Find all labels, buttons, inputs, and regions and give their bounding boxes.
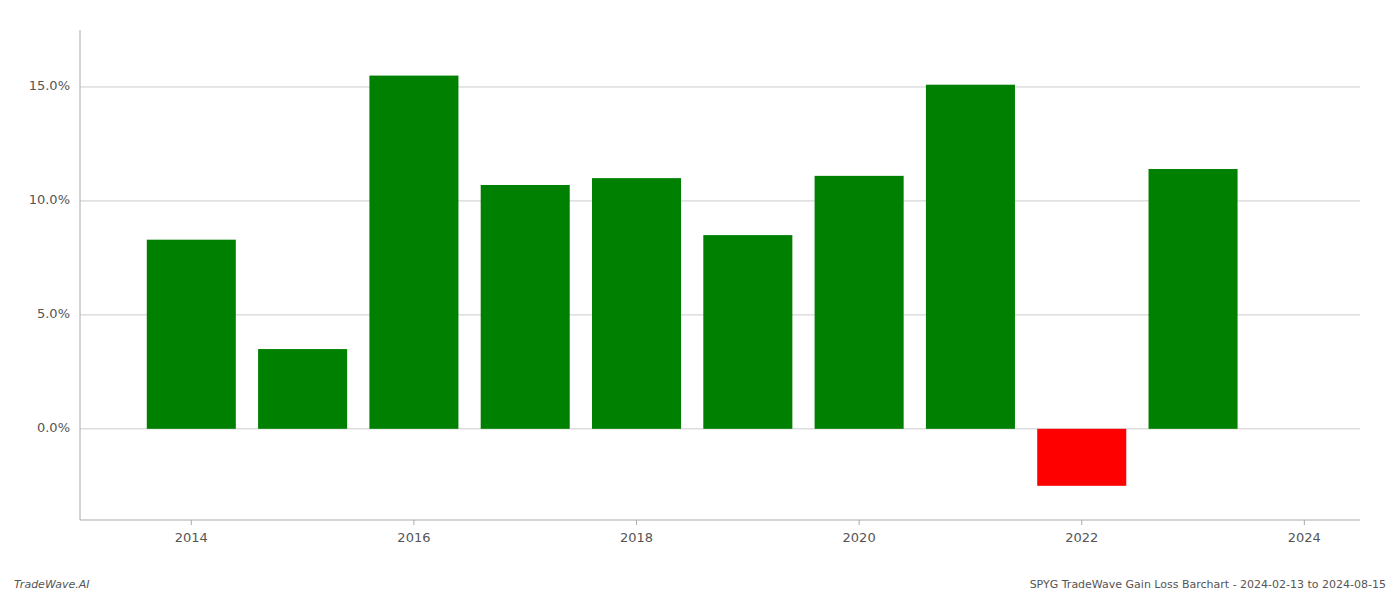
x-tick-label: 2018 — [620, 530, 653, 545]
x-tick-label: 2022 — [1065, 530, 1098, 545]
grid — [80, 87, 1360, 429]
y-tick-label: 5.0% — [37, 306, 70, 321]
footer-left: TradeWave.AI — [14, 578, 89, 591]
x-tick — [859, 520, 860, 525]
bar — [592, 178, 681, 429]
x-tick-label: 2024 — [1288, 530, 1321, 545]
x-tick — [413, 520, 414, 525]
bars — [147, 76, 1238, 486]
bar — [815, 176, 904, 429]
chart: 0.0% 5.0% 10.0% 15.0% 2014 2016 2018 2020 2022 20… — [0, 0, 1400, 600]
x-tick-label: 2020 — [843, 530, 876, 545]
chart-container: 0.0% 5.0% 10.0% 15.0% 2014 2016 2018 2020 2022 20… — [0, 0, 1400, 600]
x-tick — [1081, 520, 1082, 525]
x-tick — [1304, 520, 1305, 525]
x-tick-label: 2014 — [175, 530, 208, 545]
bar — [703, 235, 792, 429]
bar — [481, 185, 570, 429]
x-axis-line — [80, 520, 1360, 521]
y-tick-label: 0.0% — [37, 420, 70, 435]
footer-right: SPYG TradeWave Gain Loss Barchart - 2024… — [1030, 578, 1386, 591]
y-tick-label: 10.0% — [29, 192, 70, 207]
bar — [258, 349, 347, 429]
bar — [1037, 429, 1126, 486]
bar — [926, 85, 1015, 429]
background — [0, 0, 1400, 600]
x-tick — [636, 520, 637, 525]
bar — [147, 240, 236, 429]
x-tick-label: 2016 — [397, 530, 430, 545]
grid-line — [80, 86, 1360, 87]
bar — [1149, 169, 1238, 429]
y-tick-label: 15.0% — [29, 78, 70, 93]
x-tick — [191, 520, 192, 525]
bar — [369, 76, 458, 429]
y-axis-line — [80, 30, 81, 520]
